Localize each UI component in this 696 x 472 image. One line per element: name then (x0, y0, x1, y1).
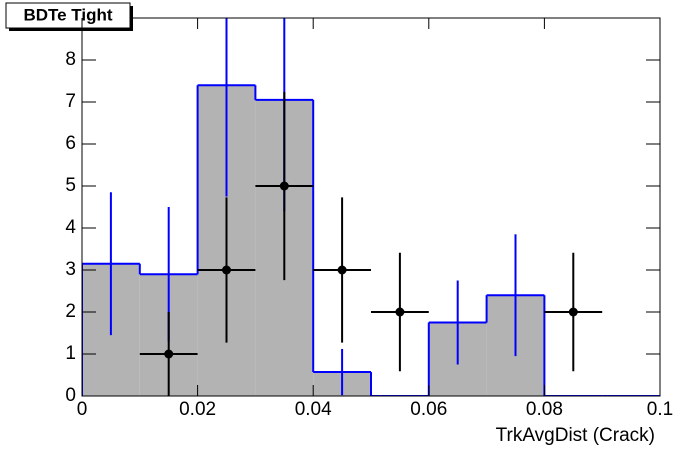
y-tick-label: 5 (65, 175, 76, 196)
y-tick-label: 7 (65, 91, 76, 112)
x-tick-label: 0.02 (179, 399, 216, 420)
plot-area (82, 18, 660, 396)
x-tick-label: 0 (77, 399, 88, 420)
chart-title: BDTe Tight (23, 5, 112, 24)
data-point (337, 265, 347, 275)
x-tick-label: 0.04 (295, 399, 332, 420)
y-tick-label: 6 (65, 133, 76, 154)
data-point (279, 181, 289, 191)
y-tick-label: 4 (65, 217, 76, 238)
data-point (222, 265, 231, 275)
y-tick-label: 8 (65, 49, 76, 70)
y-tick-label: 2 (65, 301, 76, 322)
x-tick-label: 0.06 (410, 399, 447, 420)
frame (81, 17, 661, 397)
x-tick-label: 0.1 (647, 399, 673, 420)
data-point (568, 307, 578, 317)
data-point (164, 349, 174, 359)
y-tick-label: 0 (65, 385, 76, 406)
title-box (5, 2, 131, 29)
y-tick-label: 3 (65, 259, 76, 280)
x-axis-label: TrkAvgDist (Crack) (496, 425, 655, 446)
x-tick-label: 0.08 (526, 399, 563, 420)
y-tick-label: 1 (65, 343, 76, 364)
data-point (395, 307, 405, 317)
